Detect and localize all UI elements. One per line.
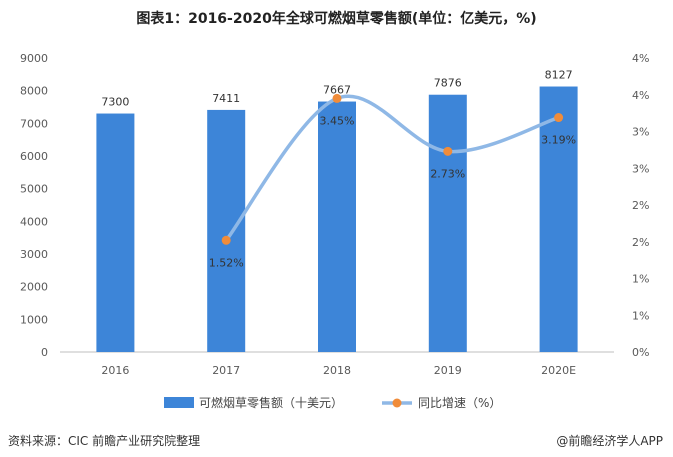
y-right-tick-label: 3% [632,126,649,139]
y-left-tick-label: 5000 [20,183,48,196]
y-right-tick-label: 4% [632,52,649,65]
y-left-tick-label: 4000 [20,215,48,228]
y-right-tick-label: 1% [632,309,649,322]
y-right-tick-label: 0% [632,346,649,359]
y-right-tick-label: 2% [632,199,649,212]
growth-rate-point [221,235,231,245]
growth-rate-point [443,146,453,156]
bar-value-label: 7667 [323,84,351,97]
growth-rate-point [332,93,342,103]
y-right-tick-label: 1% [632,273,649,286]
bar-retail-sales [207,109,246,352]
bar-value-label: 7300 [101,96,129,109]
y-left-tick-label: 0 [41,346,48,359]
y-right-tick-label: 2% [632,236,649,249]
bar-retail-sales [318,101,356,352]
chart-title: 图表1：2016-2020年全球可燃烟草零售额(单位：亿美元，%) [136,11,537,27]
legend-line-label: 同比增速（%） [418,396,501,410]
bar-value-label: 7876 [434,77,462,90]
bar-retail-sales [428,94,467,352]
y-left-tick-label: 3000 [20,248,48,261]
legend-bar-label: 可燃烟草零售额（十美元） [199,395,343,410]
legend-bar-swatch [164,397,194,408]
bar-retail-sales [96,113,135,353]
y-left-tick-label: 6000 [20,150,48,163]
growth-rate-label: 2.73% [430,167,465,180]
y-left-tick-label: 8000 [20,85,48,98]
x-tick-label: 2017 [212,364,240,377]
y-left-tick-label: 2000 [20,281,48,294]
y-right-tick-label: 4% [632,89,649,102]
growth-rate-label: 3.45% [320,114,355,127]
x-tick-label: 2016 [101,364,129,377]
y-left-tick-label: 1000 [20,313,48,326]
growth-rate-point [554,113,564,123]
growth-rate-label: 3.19% [541,134,576,147]
y-right-tick-label: 3% [632,162,649,175]
brand-credit: @前瞻经济学人APP [556,434,663,448]
x-tick-label: 2019 [434,364,462,377]
legend-line-marker [392,398,402,408]
source-note: 资料来源：CIC 前瞻产业研究院整理 [8,434,201,448]
growth-rate-line [224,94,561,243]
bar-value-label: 7411 [212,92,240,105]
x-tick-label: 2020E [541,364,576,377]
x-tick-label: 2018 [323,364,351,377]
y-left-tick-label: 9000 [20,52,48,65]
bar-value-label: 8127 [545,69,573,82]
bar-retail-sales [539,86,578,352]
growth-rate-label: 1.52% [209,256,244,269]
y-left-tick-label: 7000 [20,117,48,130]
